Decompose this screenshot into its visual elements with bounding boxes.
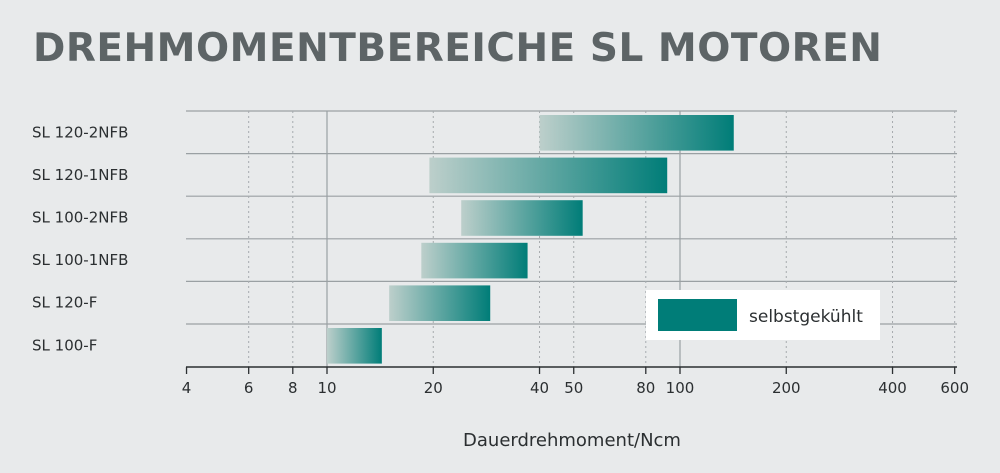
x-tick-label: 4	[182, 379, 192, 397]
x-tick-label: 40	[530, 379, 549, 397]
category-label: SL 100-F	[32, 336, 97, 354]
legend-label: selbstgekühlt	[749, 307, 863, 327]
x-tick-label: 80	[636, 379, 655, 397]
x-tick-label: 50	[564, 379, 583, 397]
legend: selbstgekühlt	[646, 290, 880, 340]
legend-swatch	[658, 299, 737, 331]
x-tick-label: 20	[424, 379, 443, 397]
x-tick-label: 200	[772, 379, 801, 397]
x-tick-label: 6	[244, 379, 254, 397]
bars	[327, 115, 734, 364]
x-tick-label: 10	[317, 379, 336, 397]
category-label: SL 120-1NFB	[32, 166, 128, 184]
range-bar	[327, 328, 382, 364]
x-axis: 4 6 8 10 20 40 50 80 100 200 400 600	[182, 366, 969, 397]
x-axis-title: Dauerdrehmoment/Ncm	[463, 430, 681, 451]
x-tick-label: 100	[666, 379, 695, 397]
category-label: SL 100-1NFB	[32, 251, 128, 269]
category-label: SL 120-2NFB	[32, 123, 128, 141]
category-labels: SL 120-2NFB SL 120-1NFB SL 100-2NFB SL 100-…	[32, 123, 128, 354]
range-bar	[429, 157, 668, 194]
chart-title: DREHMOMENTBEREICHE SL MOTOREN	[33, 26, 883, 71]
range-bar	[539, 115, 734, 151]
category-label: SL 100-2NFB	[32, 209, 128, 227]
category-label: SL 120-F	[32, 294, 97, 312]
x-tick-label: 600	[940, 379, 969, 397]
range-bar	[461, 200, 583, 236]
x-tick-label: 400	[878, 379, 907, 397]
range-bar	[389, 285, 491, 321]
x-tick-label: 8	[288, 379, 298, 397]
range-bar	[421, 242, 528, 279]
